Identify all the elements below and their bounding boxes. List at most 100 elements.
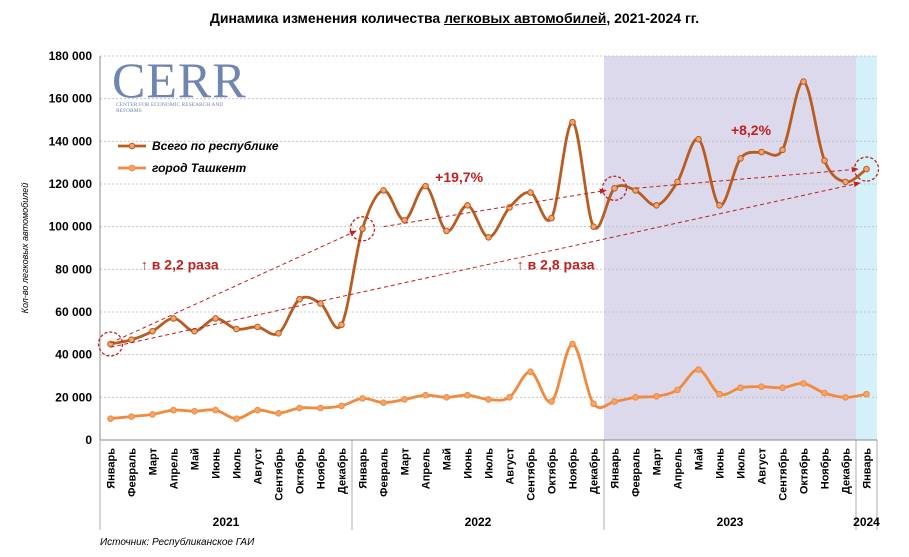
x-tick-label: Август <box>757 447 769 484</box>
data-point <box>485 234 492 241</box>
data-point <box>821 157 828 164</box>
data-point <box>128 413 135 420</box>
data-point <box>212 406 219 414</box>
year-label: 2021 <box>213 515 240 529</box>
data-point <box>527 189 534 196</box>
data-point <box>401 396 408 403</box>
x-tick-label: Февраль <box>379 448 391 497</box>
data-point <box>695 135 702 143</box>
highlight-circle <box>853 156 880 182</box>
data-point <box>758 383 765 390</box>
x-tick-label: Декабрь <box>589 448 601 494</box>
x-tick-label: Июль <box>232 448 244 479</box>
x-tick-label: Март <box>148 447 160 475</box>
legend-label: Всего по республике <box>152 139 279 153</box>
data-point <box>275 410 282 417</box>
data-point <box>485 396 492 403</box>
x-tick-label: Сентябрь <box>274 448 286 501</box>
logo-letters: CERR <box>112 52 247 108</box>
y-tick-label: 60 000 <box>55 305 92 319</box>
data-point <box>359 395 366 402</box>
data-point <box>170 315 177 322</box>
data-point <box>611 184 618 192</box>
data-point <box>737 384 744 392</box>
x-tick-label: Май <box>190 448 202 470</box>
annotation-label: +19,7% <box>435 169 483 185</box>
x-tick-label: Январь <box>358 448 370 489</box>
data-point <box>380 399 387 406</box>
data-point <box>674 386 681 394</box>
data-point <box>737 155 744 162</box>
shaded-region-0 <box>604 56 856 440</box>
x-tick-label: Ноябрь <box>568 448 580 489</box>
x-tick-label: Март <box>652 447 664 475</box>
data-point <box>275 330 282 337</box>
data-point <box>590 400 597 408</box>
x-tick-label: Апрель <box>673 448 685 489</box>
data-point <box>107 415 114 422</box>
annotation-label: ↑ в 2,8 раза <box>517 256 595 272</box>
year-label: 2023 <box>717 515 744 529</box>
data-point <box>758 148 765 156</box>
data-point <box>296 295 303 303</box>
data-point <box>338 402 345 410</box>
data-point <box>842 178 849 186</box>
data-point <box>674 178 681 186</box>
year-label: 2024 <box>853 515 880 529</box>
data-point <box>842 394 849 401</box>
data-point <box>443 394 450 401</box>
data-point <box>170 406 177 414</box>
annotation-label: ↑ в 2,2 раза <box>141 256 219 272</box>
x-tick-label: Май <box>694 448 706 470</box>
y-axis-label: Кол-во легковых автомобилей <box>20 183 30 314</box>
title-pre: Динамика изменения количества <box>209 10 445 26</box>
data-point <box>653 392 660 400</box>
x-tick-label: Январь <box>610 448 622 489</box>
data-point <box>716 202 723 209</box>
year-label: 2022 <box>465 515 492 529</box>
x-tick-label: Январь <box>862 448 874 489</box>
data-point <box>191 407 198 415</box>
data-point <box>695 366 702 373</box>
data-point <box>443 227 450 235</box>
y-tick-label: 160 000 <box>49 92 93 106</box>
trend-arrow <box>383 188 607 228</box>
source-note: Источник: Республиканское ГАИ <box>100 537 255 548</box>
data-point <box>149 411 156 418</box>
x-tick-label: Февраль <box>631 448 643 497</box>
data-point <box>506 394 513 401</box>
data-point <box>464 391 471 399</box>
data-point <box>779 384 786 392</box>
data-point <box>863 165 870 173</box>
x-tick-label: Июль <box>736 448 748 479</box>
highlight-circle <box>349 216 376 242</box>
data-point <box>233 415 240 422</box>
data-point <box>254 406 261 414</box>
y-tick-label: 180 000 <box>49 49 93 63</box>
data-point <box>569 340 576 348</box>
x-tick-label: Июнь <box>715 448 727 479</box>
highlight-circle <box>601 175 628 201</box>
data-point <box>380 187 387 194</box>
y-tick-label: 20 000 <box>55 390 92 404</box>
x-tick-label: Декабрь <box>337 448 349 494</box>
x-tick-label: Апрель <box>421 448 433 489</box>
data-point <box>317 404 324 412</box>
x-tick-label: Сентябрь <box>778 448 790 501</box>
x-tick-label: Октябрь <box>547 448 559 494</box>
data-point <box>233 325 240 333</box>
data-point <box>653 202 660 209</box>
data-point <box>548 398 555 405</box>
x-tick-label: Октябрь <box>799 448 811 494</box>
x-tick-label: Январь <box>106 448 118 489</box>
x-tick-label: Октябрь <box>295 448 307 494</box>
x-tick-label: Август <box>505 447 517 484</box>
annotation-label: +8,2% <box>731 122 772 138</box>
data-point <box>401 216 408 224</box>
data-point <box>422 182 429 190</box>
legend-marker <box>128 142 136 150</box>
data-point <box>527 368 534 376</box>
data-point <box>464 202 471 209</box>
data-point <box>632 187 639 194</box>
